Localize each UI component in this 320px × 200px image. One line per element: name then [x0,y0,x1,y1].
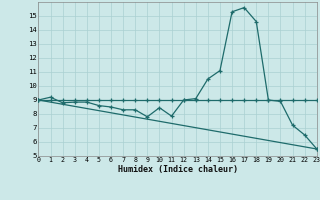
X-axis label: Humidex (Indice chaleur): Humidex (Indice chaleur) [118,165,238,174]
